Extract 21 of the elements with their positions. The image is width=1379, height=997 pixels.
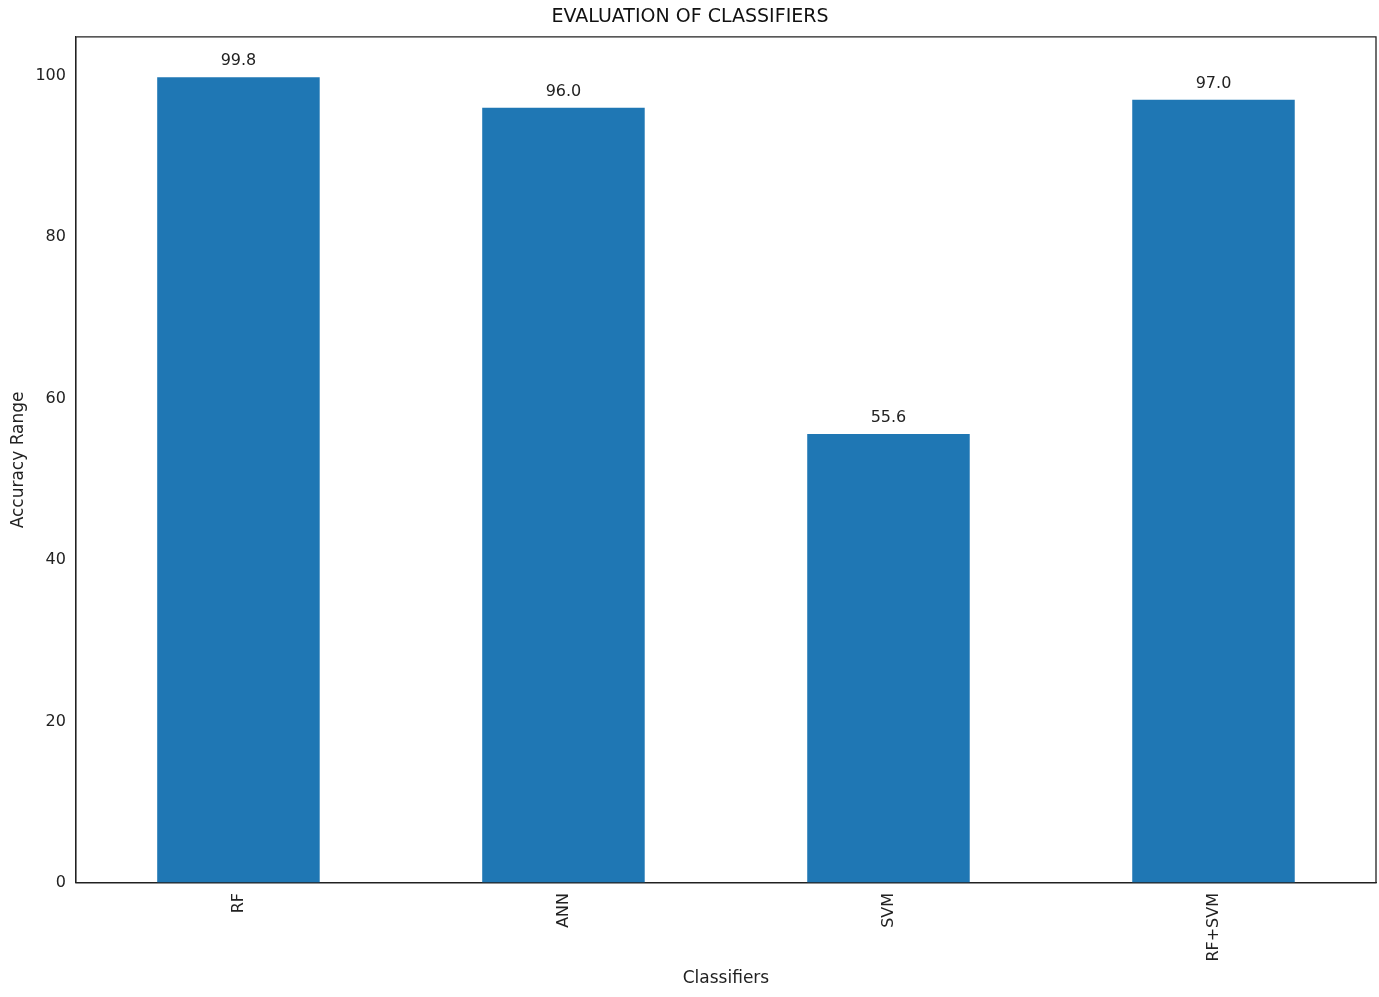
data-label: 97.0 [1195, 72, 1232, 92]
data-label: 99.8 [220, 50, 257, 70]
y-tick-label: 0 [55, 872, 66, 892]
x-tick-label: ANN [552, 892, 572, 928]
bar [807, 434, 970, 883]
x-tick-label: RF+SVM [1202, 892, 1222, 962]
x-tick-label: SVM [877, 892, 897, 928]
y-axis-title: Accuracy Range [6, 391, 27, 529]
x-axis-title: Classifiers [682, 967, 770, 988]
bar [482, 107, 645, 883]
x-tick-label: RF [227, 892, 247, 914]
y-tick-label: 20 [45, 710, 66, 730]
y-tick-label: 60 [45, 387, 66, 407]
data-label: 96.0 [545, 81, 582, 101]
bar [157, 77, 320, 883]
chart-title: EVALUATION OF CLASSIFIERS [551, 4, 829, 27]
y-tick-label: 80 [45, 226, 66, 246]
y-tick-label: 40 [45, 549, 66, 569]
data-label: 55.6 [870, 407, 907, 427]
y-tick-label: 100 [35, 64, 66, 84]
bar [1132, 99, 1295, 883]
